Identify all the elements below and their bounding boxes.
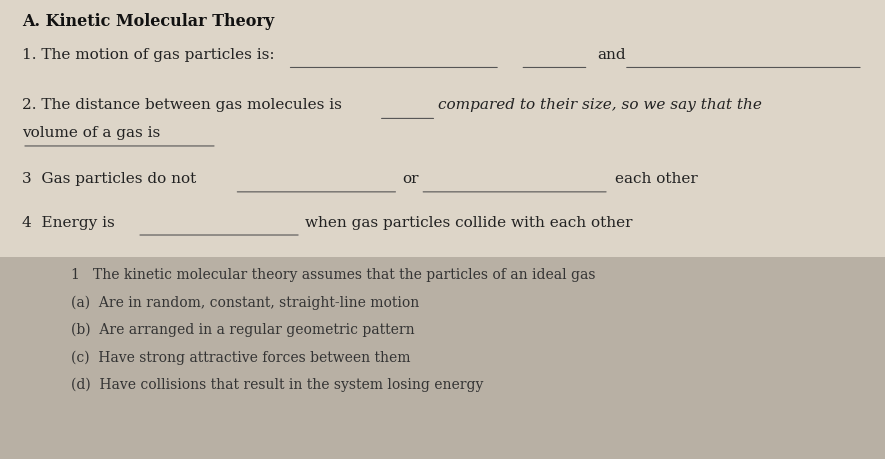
Text: 1   The kinetic molecular theory assumes that the particles of an ideal gas: 1 The kinetic molecular theory assumes t…: [71, 268, 596, 282]
Text: (b)  Are arranged in a regular geometric pattern: (b) Are arranged in a regular geometric …: [71, 323, 414, 337]
Text: 4  Energy is: 4 Energy is: [22, 215, 115, 230]
Text: and: and: [597, 48, 626, 62]
Text: (a)  Are in random, constant, straight-line motion: (a) Are in random, constant, straight-li…: [71, 296, 419, 310]
Text: 3  Gas particles do not: 3 Gas particles do not: [22, 172, 196, 186]
Text: A. Kinetic Molecular Theory: A. Kinetic Molecular Theory: [22, 13, 274, 30]
Bar: [0, 0, 885, 257]
Text: (c)  Have strong attractive forces between them: (c) Have strong attractive forces betwee…: [71, 351, 411, 365]
Text: compared to their size, so we say that the: compared to their size, so we say that t…: [438, 98, 762, 112]
Bar: [0, 257, 885, 459]
Text: each other: each other: [615, 172, 698, 186]
Text: 2. The distance between gas molecules is: 2. The distance between gas molecules is: [22, 98, 342, 112]
Text: or: or: [403, 172, 419, 186]
Text: volume of a gas is: volume of a gas is: [22, 126, 160, 140]
Text: 1. The motion of gas particles is:: 1. The motion of gas particles is:: [22, 48, 274, 62]
Text: (d)  Have collisions that result in the system losing energy: (d) Have collisions that result in the s…: [71, 378, 483, 392]
Text: when gas particles collide with each other: when gas particles collide with each oth…: [305, 215, 633, 230]
